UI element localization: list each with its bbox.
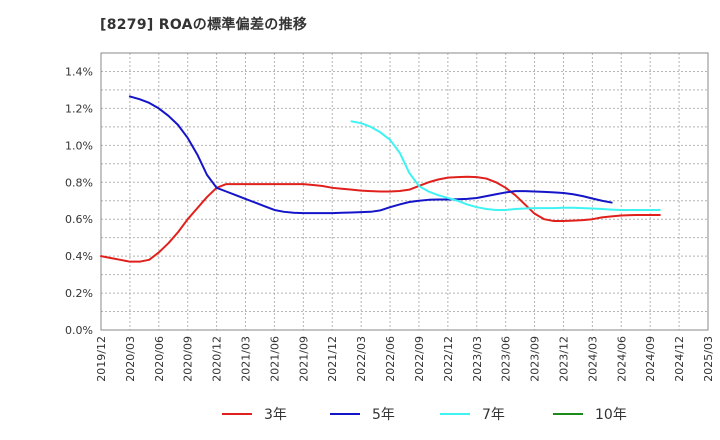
- x-tick-label: 2022/12: [442, 336, 455, 382]
- x-tick-label: 2025/03: [702, 336, 715, 382]
- x-tick-label: 2021/09: [297, 336, 310, 382]
- series-line: [350, 120, 661, 211]
- y-tick-label: 0.4%: [65, 250, 93, 263]
- x-tick-label: 2024/12: [673, 336, 686, 382]
- y-tick-label: 0.8%: [65, 176, 93, 189]
- y-tick-label: 0.6%: [65, 213, 93, 226]
- plot-area-frame: [100, 52, 709, 331]
- x-tick-label: 2019/12: [95, 336, 108, 382]
- x-tick-label: 2020/12: [211, 336, 224, 382]
- x-tick-label: 2021/12: [326, 336, 339, 382]
- x-tick-label: 2024/06: [615, 336, 628, 382]
- x-tick-label: 2023/03: [471, 336, 484, 382]
- x-tick-label: 2020/06: [153, 336, 166, 382]
- x-tick-label: 2021/06: [268, 336, 281, 382]
- x-tick-label: 2022/09: [413, 336, 426, 382]
- x-tick-label: 2024/03: [586, 336, 599, 382]
- y-tick-label: 1.0%: [65, 139, 93, 152]
- series-line: [128, 95, 613, 215]
- x-tick-label: 2020/09: [182, 336, 195, 382]
- x-tick-label: 2023/12: [557, 336, 570, 382]
- y-tick-label: 1.2%: [65, 102, 93, 115]
- x-tick-label: 2024/09: [644, 336, 657, 382]
- series-line: [100, 175, 661, 263]
- legend-label: 3年: [264, 407, 287, 423]
- legend-label: 7年: [482, 407, 505, 423]
- legend-label: 10年: [595, 407, 627, 423]
- x-tick-label: 2023/06: [500, 336, 513, 382]
- x-tick-label: 2022/06: [384, 336, 397, 382]
- legend-label: 5年: [372, 407, 395, 423]
- y-tick-label: 1.4%: [65, 65, 93, 78]
- y-tick-label: 0.2%: [65, 287, 93, 300]
- x-tick-label: 2023/09: [529, 336, 542, 382]
- x-tick-label: 2020/03: [124, 336, 137, 382]
- chart-title: [8279] ROAの標準偏差の推移: [100, 17, 308, 33]
- y-tick-label: 0.0%: [65, 324, 93, 337]
- x-tick-label: 2022/03: [355, 336, 368, 382]
- x-tick-label: 2021/03: [240, 336, 253, 382]
